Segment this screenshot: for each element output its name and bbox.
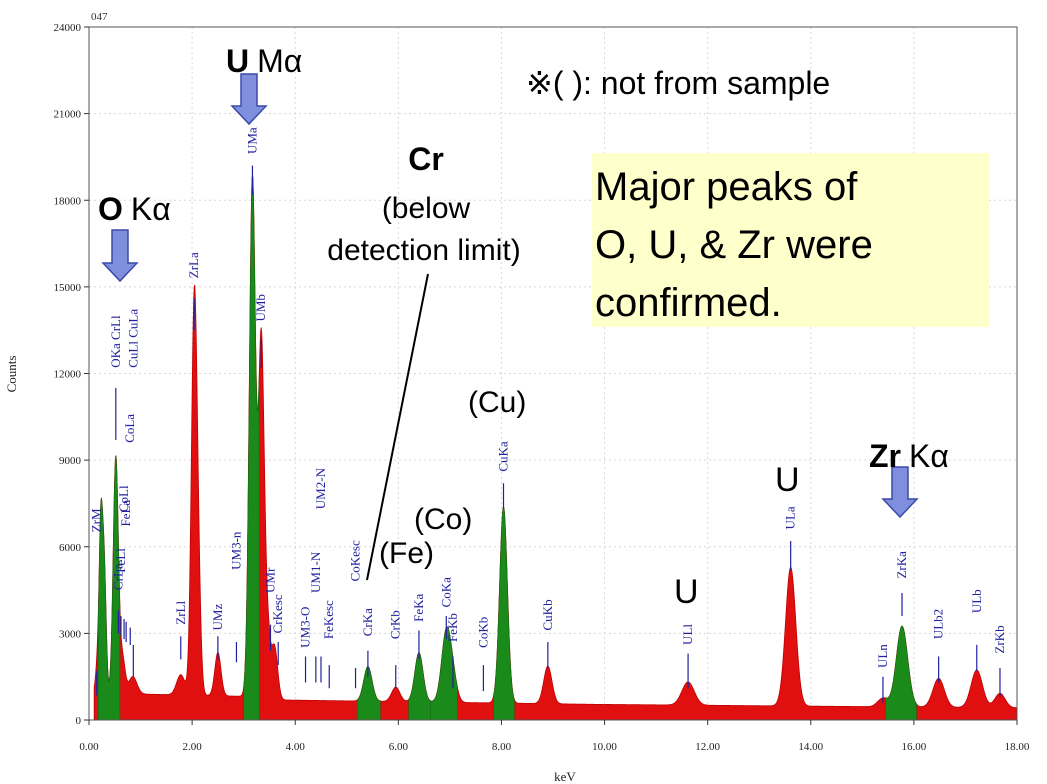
cu-annotation: (Cu) bbox=[468, 386, 526, 419]
line-marker-label: ZrLa bbox=[186, 252, 201, 278]
y-tick-label: 24000 bbox=[54, 22, 82, 34]
highlighted-peak bbox=[885, 625, 917, 721]
line-marker-label: ZrM bbox=[89, 508, 104, 532]
y-tick-label: 3000 bbox=[59, 628, 82, 640]
cr-pointer-line bbox=[366, 273, 429, 581]
x-tick-label: 6.00 bbox=[389, 741, 409, 753]
line-marker-label: ULb2 bbox=[931, 609, 946, 639]
highlighted-peak bbox=[97, 455, 121, 721]
cr-annotation-title: Cr bbox=[408, 141, 444, 177]
y-axis-title: Counts bbox=[4, 356, 19, 393]
x-tick-label: 16.00 bbox=[902, 741, 927, 753]
line-marker-label: CrKa bbox=[360, 608, 375, 636]
line-marker-label: CrLa bbox=[110, 563, 125, 590]
x-tick-label: 8.00 bbox=[492, 741, 512, 753]
highlighted-peaks bbox=[97, 173, 917, 721]
x-tick-label: 18.00 bbox=[1005, 741, 1030, 753]
highlighted-peak bbox=[493, 506, 515, 721]
line-marker-label: ULn bbox=[875, 644, 890, 668]
major-peaks-line1: Major peaks of bbox=[595, 165, 858, 209]
x-tick-label: 10.00 bbox=[592, 741, 617, 753]
y-tick-label: 9000 bbox=[59, 455, 82, 467]
annotation-arrows bbox=[101, 73, 919, 519]
line-marker-label: UM1-N bbox=[308, 551, 323, 593]
y-tick-label: 12000 bbox=[54, 369, 82, 381]
line-marker-label: CoKb bbox=[475, 617, 490, 648]
major-peaks-box bbox=[592, 153, 989, 327]
u-ma-annotation: U Mα bbox=[226, 43, 302, 79]
line-marker-label: FeLa bbox=[118, 500, 133, 527]
line-marker-label: CrKb bbox=[388, 610, 403, 639]
zr-ka-arrow bbox=[881, 466, 919, 519]
line-marker-label: FeKesc bbox=[321, 600, 336, 639]
x-tick-label: 0.00 bbox=[79, 741, 99, 753]
major-peaks-line2: O, U, & Zr were bbox=[595, 223, 873, 267]
y-tick-label: 15000 bbox=[54, 282, 82, 294]
fe-annotation: (Fe) bbox=[379, 537, 434, 570]
y-tick-label: 18000 bbox=[54, 195, 82, 207]
line-marker-label: UMa bbox=[244, 127, 259, 154]
line-marker-label: UMr bbox=[262, 567, 277, 593]
x-axis-title: keV bbox=[554, 769, 576, 784]
cr-annotation-line2: detection limit) bbox=[327, 234, 520, 267]
line-marker-label: CoLl bbox=[116, 485, 131, 512]
y-tick-label: 21000 bbox=[54, 109, 82, 121]
x-tick-label: 2.00 bbox=[182, 741, 202, 753]
line-marker-label: ULb bbox=[969, 589, 984, 613]
line-marker-label: FeLl bbox=[113, 548, 128, 573]
highlighted-peak bbox=[356, 666, 381, 721]
highlighted-peak bbox=[243, 173, 260, 721]
u-la-annotation: U bbox=[775, 461, 800, 499]
line-marker-label: UMb bbox=[253, 294, 268, 321]
y-tick-label: 0 bbox=[76, 715, 82, 727]
line-marker-label: ZrKb bbox=[992, 625, 1007, 653]
line-marker-label: ULa bbox=[783, 506, 798, 529]
line-marker-label: OKa CrLl bbox=[108, 315, 123, 368]
x-tick-label: 12.00 bbox=[695, 741, 720, 753]
spectrum-layer bbox=[93, 173, 1018, 721]
not-from-sample-note: ※( ): not from sample bbox=[526, 65, 830, 101]
line-marker-label: UMz bbox=[210, 604, 225, 631]
co-annotation: (Co) bbox=[414, 503, 472, 536]
line-marker-label: UM3-n bbox=[228, 531, 243, 570]
line-marker-label: ZrKa bbox=[894, 551, 909, 579]
line-marker-label: CrKesc bbox=[270, 594, 285, 633]
line-marker-label: UM2-N bbox=[313, 467, 328, 509]
o-ka-annotation: O Kα bbox=[98, 191, 171, 227]
line-marker-label: CuLl CuLa bbox=[125, 309, 140, 368]
line-marker-label: FeKb bbox=[445, 613, 460, 642]
x-tick-label: 4.00 bbox=[286, 741, 306, 753]
line-marker-label: ULl bbox=[680, 624, 695, 645]
line-marker-label: ZrLl bbox=[173, 601, 188, 625]
spectrum-id: 047 bbox=[91, 11, 108, 23]
grid-layer bbox=[88, 26, 1018, 721]
line-marker-label: UM3-O bbox=[298, 607, 313, 648]
line-marker-label: FeKa bbox=[411, 593, 426, 621]
line-marker-label: CuKa bbox=[496, 441, 511, 472]
y-tick-label: 6000 bbox=[59, 542, 82, 554]
o-ka-arrow bbox=[101, 229, 139, 283]
cr-annotation-line1: (below bbox=[382, 192, 471, 225]
line-marker-label: CoKesc bbox=[348, 540, 363, 581]
u-ll-annotation: U bbox=[674, 573, 699, 611]
highlighted-peak bbox=[408, 652, 431, 721]
u-ma-arrow bbox=[230, 73, 268, 126]
plot-area bbox=[89, 27, 1017, 720]
major-peaks-line3: confirmed. bbox=[595, 281, 782, 325]
x-tick-label: 14.00 bbox=[798, 741, 823, 753]
axes-layer: 0 3000 6000 9000 12000 15000 18000 21000 24000 0.… bbox=[54, 22, 1030, 753]
line-marker-label: CuKb bbox=[540, 599, 555, 630]
zr-ka-annotation: Zr Kα bbox=[869, 438, 949, 474]
line-marker-label: CoKa bbox=[438, 577, 453, 608]
line-marker-label: CoLa bbox=[122, 414, 137, 443]
